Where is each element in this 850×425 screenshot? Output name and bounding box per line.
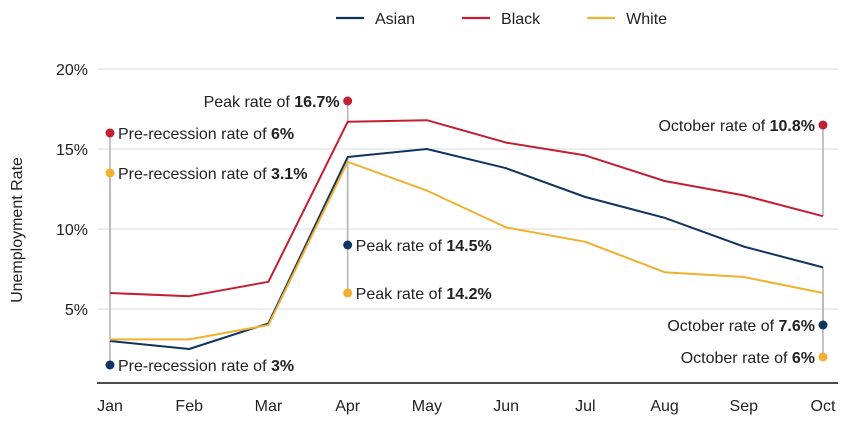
annotation-label: Peak rate of 16.7% xyxy=(204,94,340,111)
x-tick-label: Jun xyxy=(493,398,519,415)
annotation-label: Pre-recession rate of 3.1% xyxy=(118,166,307,183)
annotation-dot xyxy=(105,168,115,178)
series-line-asian xyxy=(109,148,824,350)
legend-label-black: Black xyxy=(501,11,541,28)
annotation-label: October rate of 6% xyxy=(681,350,815,367)
series-lines xyxy=(109,119,824,350)
annotation-dot xyxy=(343,240,353,250)
annotation-label: October rate of 10.8% xyxy=(658,118,815,135)
annotation-label: October rate of 7.6% xyxy=(667,318,815,335)
annotation-label-value: 14.2% xyxy=(446,286,491,303)
legend-label-asian: Asian xyxy=(375,11,415,28)
annotation-label: Pre-recession rate of 6% xyxy=(118,126,294,143)
annotation-label: Peak rate of 14.2% xyxy=(356,286,492,303)
x-tick-label: May xyxy=(412,398,442,415)
x-axis-ticks: Jan Feb Mar Apr May Jun Jul Aug Sep Oct xyxy=(97,398,836,415)
y-tick-label: 15% xyxy=(56,142,88,159)
annotation-dot xyxy=(105,360,115,370)
annotation-label-prefix: Peak rate of xyxy=(356,286,447,303)
x-tick-label: Oct xyxy=(811,398,836,415)
annotation-dot xyxy=(105,128,115,138)
x-tick-label: Jan xyxy=(97,398,123,415)
x-tick-label: Apr xyxy=(335,398,361,415)
y-tick-label: 20% xyxy=(56,62,88,79)
annotation-label-prefix: Pre-recession rate of xyxy=(118,126,271,143)
annotation-label-value: 10.8% xyxy=(770,118,815,135)
annotation-label-value: 16.7% xyxy=(294,94,339,111)
annotation-label-prefix: Pre-recession rate of xyxy=(118,358,271,375)
gridlines xyxy=(98,68,838,310)
x-tick-label: Aug xyxy=(650,398,678,415)
annotation-label-prefix: October rate of xyxy=(667,318,778,335)
annotation-dot xyxy=(818,352,828,362)
annotations: Pre-recession rate of 6%Pre-recession ra… xyxy=(105,94,828,375)
series-line-black xyxy=(109,119,824,298)
annotation-label-value: 3% xyxy=(271,358,294,375)
x-tick-label: Sep xyxy=(730,398,759,415)
y-tick-label: 5% xyxy=(65,302,88,319)
annotation-label-prefix: Peak rate of xyxy=(356,238,447,255)
annotation-dot xyxy=(343,96,353,106)
annotation-label: Peak rate of 14.5% xyxy=(356,238,492,255)
annotation-label-value: 3.1% xyxy=(271,166,307,183)
annotation-label-prefix: Pre-recession rate of xyxy=(118,166,271,183)
annotation-label-prefix: October rate of xyxy=(681,350,792,367)
y-tick-label: 10% xyxy=(56,222,88,239)
annotation-dot xyxy=(818,320,828,330)
annotation-dot xyxy=(818,120,828,130)
annotation-label-value: 6% xyxy=(792,350,815,367)
legend: Asian Black White xyxy=(336,11,667,28)
annotation-label: Pre-recession rate of 3% xyxy=(118,358,294,375)
y-axis-label: Unemployment Rate xyxy=(9,157,26,303)
annotation-dot xyxy=(343,288,353,298)
annotation-label-prefix: Peak rate of xyxy=(204,94,295,111)
annotation-label-value: 14.5% xyxy=(446,238,491,255)
x-tick-label: Mar xyxy=(255,398,283,415)
x-tick-label: Jul xyxy=(575,398,595,415)
y-axis-ticks: 5% 10% 15% 20% xyxy=(56,62,88,319)
annotation-label-value: 7.6% xyxy=(779,318,815,335)
series-line-white xyxy=(110,160,824,341)
annotation-label-value: 6% xyxy=(271,126,294,143)
annotation-connectors xyxy=(109,101,824,365)
annotation-label-prefix: October rate of xyxy=(658,118,769,135)
x-tick-label: Feb xyxy=(175,398,203,415)
legend-label-white: White xyxy=(626,11,667,28)
